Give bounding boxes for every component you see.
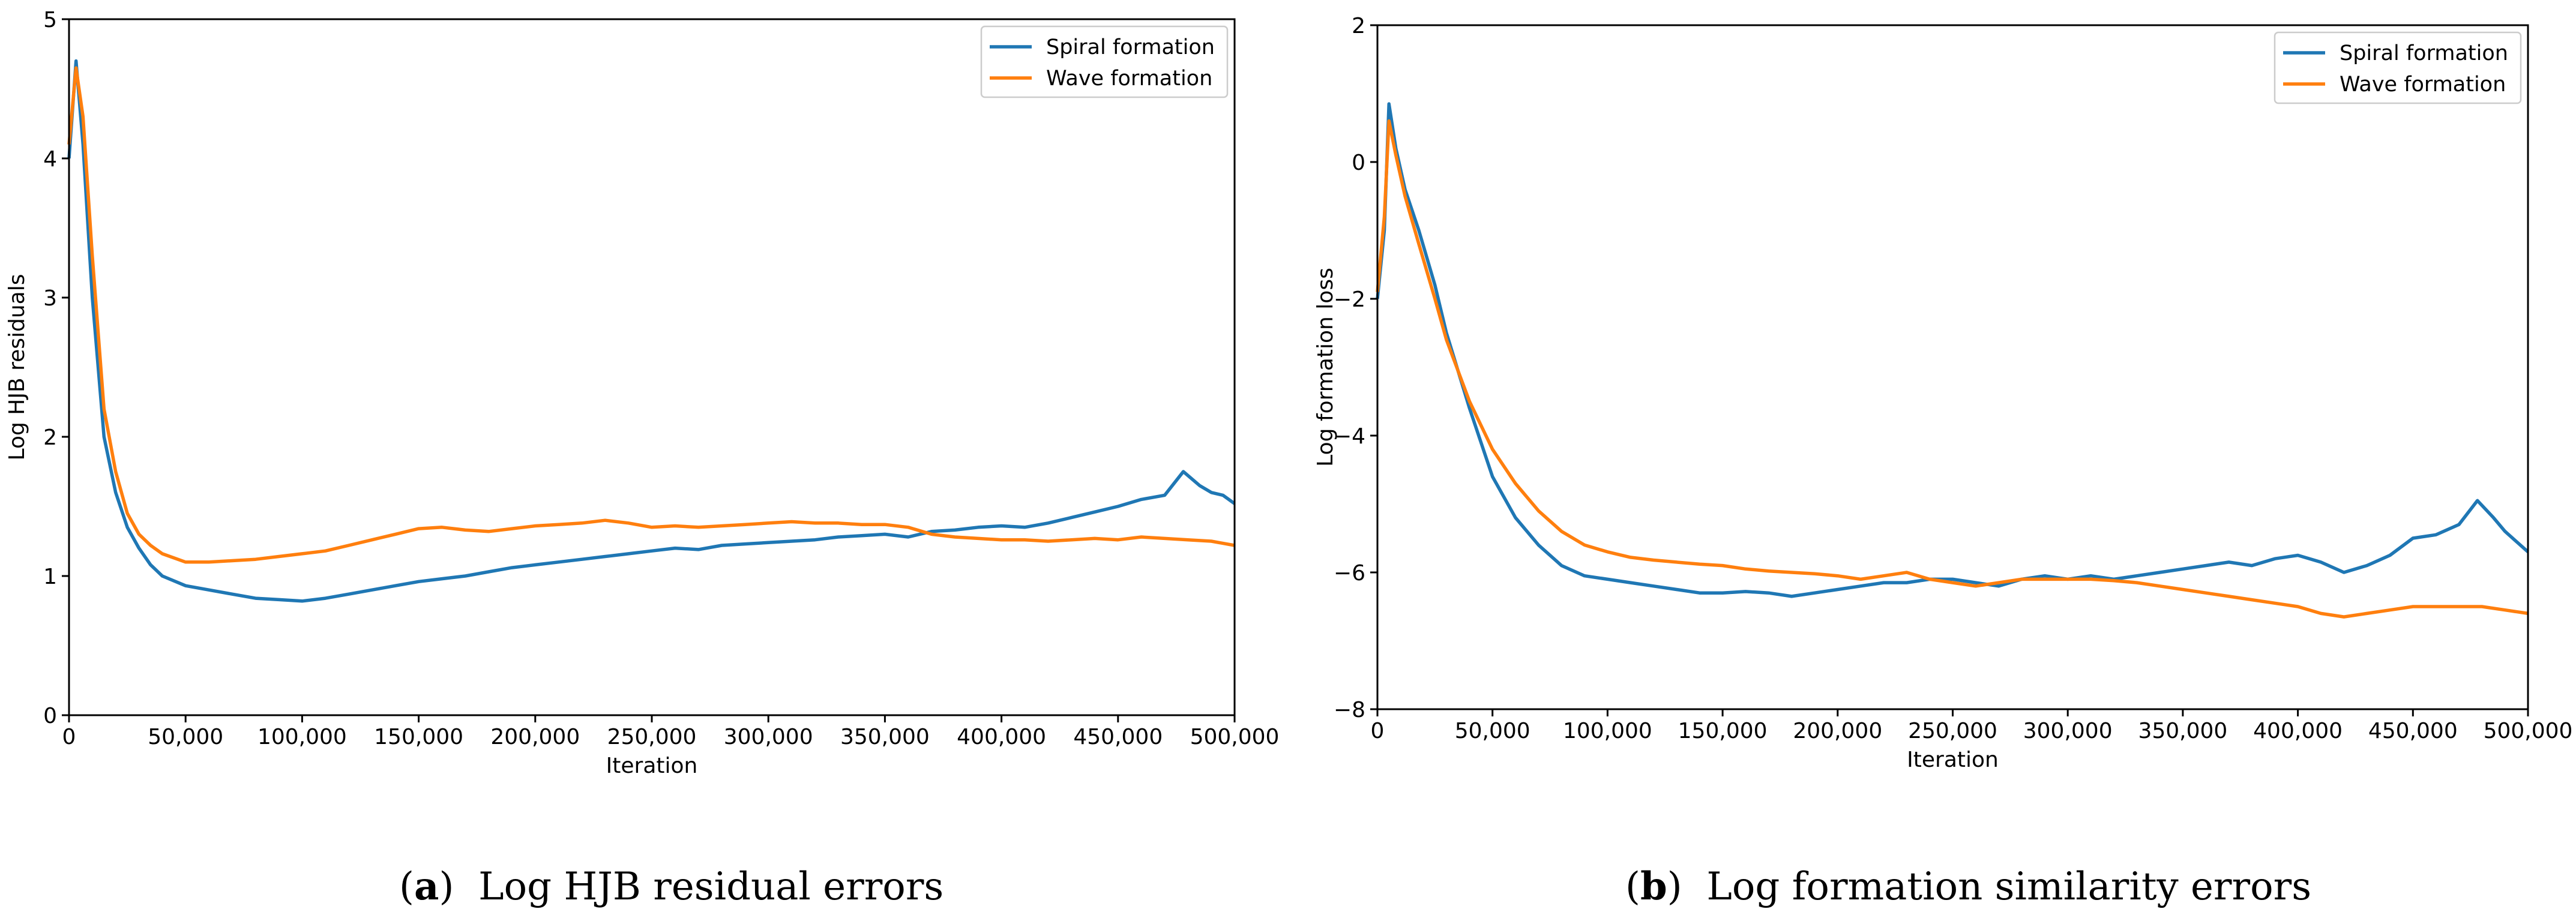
plot-frame xyxy=(68,18,1236,716)
y-tick-label: −6 xyxy=(1334,561,1365,586)
x-tick-label: 350,000 xyxy=(840,725,930,749)
caption-b-tag: b xyxy=(1640,864,1667,909)
x-tick-label: 400,000 xyxy=(957,725,1046,749)
x-tick-label: 400,000 xyxy=(2253,719,2343,743)
legend-label-spiral: Spiral formation xyxy=(1046,35,1215,59)
x-tick-label: 150,000 xyxy=(374,725,463,749)
y-tick-label: 1 xyxy=(43,565,57,589)
x-tick-label: 250,000 xyxy=(607,725,697,749)
series-line-spiral xyxy=(67,59,1236,603)
legend-box xyxy=(2274,31,2522,104)
y-tick-label: −2 xyxy=(1334,287,1365,312)
series-line-wave xyxy=(1376,119,2529,619)
caption-a-text: Log HJB residual errors xyxy=(478,865,944,909)
x-tick-label: 450,000 xyxy=(1073,725,1163,749)
legend-label-wave: Wave formation xyxy=(2340,73,2506,97)
x-tick-label: 200,000 xyxy=(490,725,580,749)
y-axis-title: Log HJB residuals xyxy=(5,274,29,461)
y-tick-label: −4 xyxy=(1334,424,1365,449)
x-tick-label: 300,000 xyxy=(2023,719,2113,743)
y-axis-title: Log formation loss xyxy=(1313,268,1338,467)
x-tick-label: 100,000 xyxy=(257,725,347,749)
y-tick-label: 4 xyxy=(43,147,57,172)
x-axis-title: Iteration xyxy=(606,754,698,778)
legend: Spiral formation Wave formation xyxy=(2274,31,2522,104)
x-tick-label: 500,000 xyxy=(1190,725,1280,749)
y-tick-label: 2 xyxy=(43,425,57,450)
legend-label-spiral: Spiral formation xyxy=(2340,41,2508,65)
x-tick-label: 100,000 xyxy=(1563,719,1652,743)
x-tick-label: 350,000 xyxy=(2138,719,2227,743)
chart-log-hjb-residuals: 0 50,000 100,000 150,000 200,000 250,000 300,0… xyxy=(5,8,1279,778)
caption-b-text: Log formation similarity errors xyxy=(1706,865,2312,909)
plot-frame xyxy=(1376,24,2529,710)
y-tick-label: −8 xyxy=(1334,698,1365,722)
x-tick-label: 250,000 xyxy=(1908,719,1997,743)
caption-a: (a) Log HJB residual errors xyxy=(399,864,944,909)
legend-box xyxy=(980,25,1229,98)
x-tick-label: 150,000 xyxy=(1678,719,1768,743)
x-tick-label: 450,000 xyxy=(2368,719,2458,743)
x-axis-title: Iteration xyxy=(1907,748,1999,772)
x-tick-label: 50,000 xyxy=(148,725,223,749)
legend: Spiral formation Wave formation xyxy=(980,25,1229,98)
y-tick-label: 3 xyxy=(43,286,57,311)
series-line-wave xyxy=(67,66,1235,564)
x-tick-label: 200,000 xyxy=(1793,719,1882,743)
x-tick-label: 0 xyxy=(62,725,76,749)
legend-label-wave: Wave formation xyxy=(1046,67,1212,91)
x-tick-label: 50,000 xyxy=(1455,719,1530,743)
caption-a-tag: a xyxy=(414,864,439,909)
chart-log-formation-loss: 0 50,000 100,000 150,000 200,000 250,000 300,0… xyxy=(1313,14,2572,772)
x-tick-label: 300,000 xyxy=(724,725,813,749)
x-tick-label: 0 xyxy=(1371,719,1385,743)
y-tick-label: 0 xyxy=(43,704,57,728)
y-tick-label: 2 xyxy=(1352,14,1365,38)
caption-b: (b) Log formation similarity errors xyxy=(1625,864,2312,909)
y-tick-label: 0 xyxy=(1352,151,1365,175)
x-tick-label: 500,000 xyxy=(2484,719,2573,743)
y-tick-label: 5 xyxy=(43,8,57,32)
